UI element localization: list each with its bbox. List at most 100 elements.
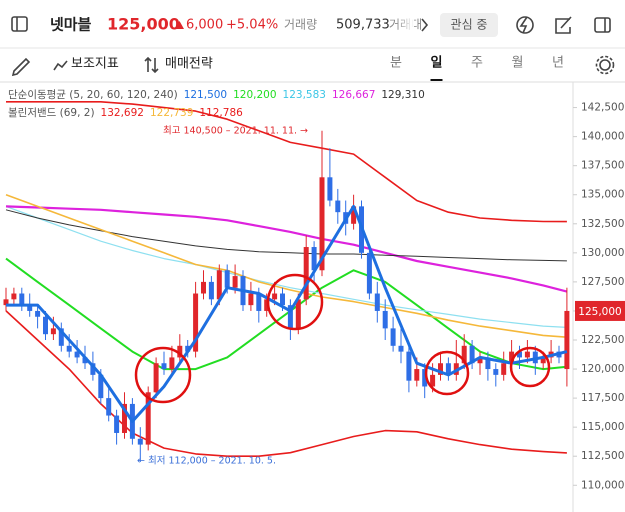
y-tick-label: 140,000 <box>581 131 624 143</box>
price: 125,000 <box>107 15 180 34</box>
candle-body <box>43 316 48 335</box>
candle-body <box>398 345 404 352</box>
candle-body <box>208 281 214 300</box>
volume-label: 거래량 <box>284 18 317 32</box>
candle-body <box>295 299 301 329</box>
watch-button[interactable] <box>440 13 498 37</box>
candle-body <box>287 305 293 329</box>
y-tick-label: 112,500 <box>581 450 624 462</box>
legend-value: 112,786 <box>199 107 243 119</box>
candle-body <box>66 345 72 352</box>
sidebar-icon[interactable] <box>11 16 28 32</box>
candle-body <box>153 363 159 393</box>
candle-body <box>232 276 238 288</box>
candle-body <box>74 351 80 358</box>
period-button[interactable]: 일 <box>431 56 443 71</box>
candle-body <box>177 345 183 358</box>
legend-value: 132,692 <box>101 107 144 119</box>
indicator-line <box>5 193 567 338</box>
candle-body <box>272 293 278 300</box>
candle-body <box>137 438 143 445</box>
candle-body <box>50 328 56 335</box>
indicators-button[interactable]: 보조지표 <box>71 57 119 72</box>
indicator-line <box>5 209 567 262</box>
y-tick-label: 142,500 <box>581 102 624 114</box>
y-tick-label: 115,000 <box>581 421 624 433</box>
period-button[interactable]: 월 <box>512 56 524 71</box>
indicator-icon <box>53 60 68 71</box>
candle-body <box>98 374 104 399</box>
candle-body <box>540 357 546 364</box>
candle-body <box>114 415 120 433</box>
y-tick-label: 127,500 <box>581 276 624 288</box>
candle-body <box>303 247 309 300</box>
candle-body <box>327 177 333 201</box>
indicator-line <box>5 205 568 293</box>
candle-body <box>216 270 222 300</box>
candle-body <box>90 363 96 375</box>
last-price-label: 125,000 <box>578 306 621 318</box>
candle-body <box>35 310 41 317</box>
strategy-button[interactable]: 매매전략 <box>165 57 213 72</box>
legend-value: 129,310 <box>381 89 424 101</box>
legend-value: 120,200 <box>233 89 276 101</box>
fade <box>396 12 414 38</box>
panel-icon[interactable] <box>594 17 611 33</box>
candle-body <box>461 345 467 364</box>
legend-title: 단순이동평균 (5, 20, 60, 120, 240) <box>8 89 178 101</box>
candle-body <box>256 293 262 311</box>
high-annotation: 최고 140,500 – 2021. 11. 11. → <box>163 126 308 137</box>
lightning-icon[interactable] <box>516 16 534 34</box>
watch-label: 관심 중 <box>451 18 488 32</box>
indicator-line <box>5 205 567 328</box>
candle-body <box>106 398 112 416</box>
candle-body <box>169 357 175 370</box>
candle-body <box>193 293 199 352</box>
period-button[interactable]: 분 <box>390 56 402 71</box>
candle-body <box>445 363 451 375</box>
candle-body <box>564 310 570 370</box>
candle-body <box>311 247 317 271</box>
indicator-line <box>5 310 567 457</box>
candle-body <box>517 351 522 358</box>
y-tick-label: 117,500 <box>581 392 624 404</box>
candle-body <box>374 293 380 311</box>
candle-body <box>406 351 412 381</box>
candle-body <box>248 293 254 306</box>
legend-title: 볼린저밴드 (69, 2) <box>8 107 95 119</box>
legend-value: 126,667 <box>332 89 375 101</box>
candle-body <box>366 252 372 294</box>
candle-body <box>493 369 499 375</box>
candle-body <box>414 369 420 381</box>
candle-body <box>501 363 507 375</box>
candle-body <box>335 200 341 213</box>
y-tick-label: 135,000 <box>581 189 624 201</box>
y-tick-label: 122,500 <box>581 334 624 346</box>
up-arrow <box>175 21 184 29</box>
candle-body <box>509 351 515 364</box>
settings-icon[interactable] <box>595 55 615 75</box>
draw-icon[interactable] <box>11 57 31 77</box>
y-tick-label: 120,000 <box>581 363 624 375</box>
indicator-line <box>6 204 568 423</box>
candle-body <box>19 293 25 306</box>
candle-body <box>58 328 64 346</box>
period-button[interactable]: 년 <box>552 56 564 71</box>
candle-body <box>430 374 436 387</box>
y-tick-label: 110,000 <box>581 479 624 491</box>
candle-body <box>3 299 9 306</box>
highlight-circles <box>134 273 551 404</box>
candle-body <box>11 293 17 300</box>
candle-body <box>161 363 167 370</box>
candle-body <box>82 357 88 364</box>
candle-body <box>201 281 206 294</box>
candle-body <box>27 305 33 311</box>
candle-body <box>280 293 285 306</box>
more-button[interactable] <box>421 18 429 32</box>
candle-body <box>390 328 396 346</box>
edit-icon[interactable] <box>555 16 572 34</box>
period-button[interactable]: 주 <box>471 56 483 71</box>
candle-body <box>382 310 388 329</box>
strategy-icon <box>144 56 159 74</box>
